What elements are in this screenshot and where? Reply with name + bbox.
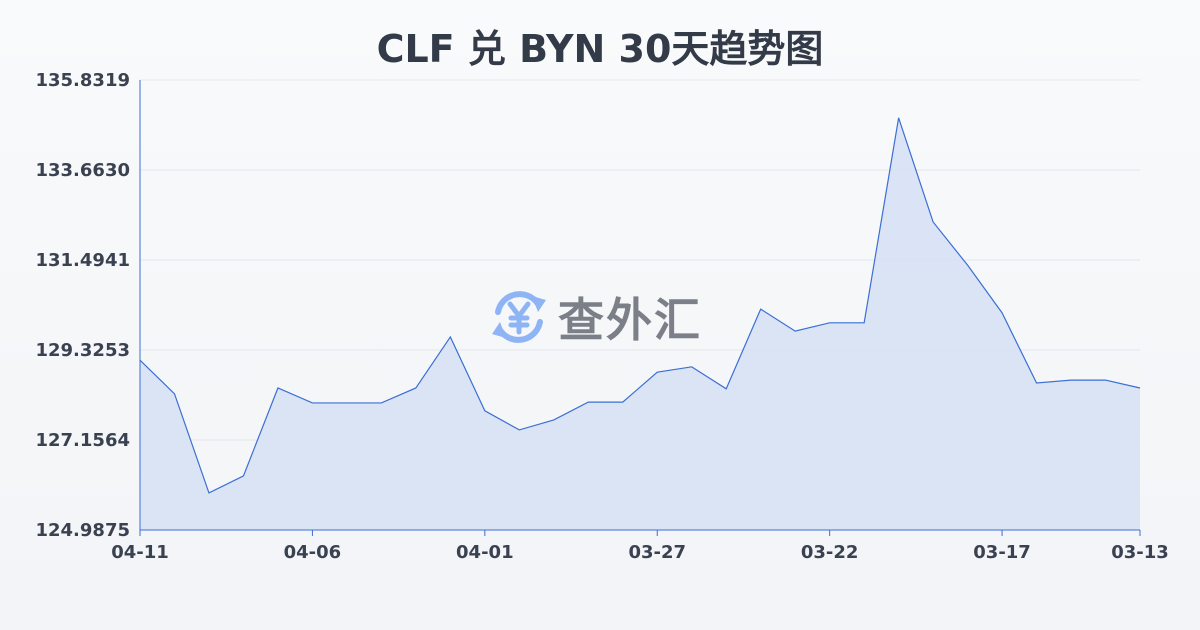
y-tick-label: 131.4941 — [35, 250, 130, 271]
y-tick-label: 127.1564 — [35, 430, 130, 451]
series-line — [139, 117, 1141, 494]
chart-title: CLF 兑 BYN 30天趋势图 — [376, 27, 824, 71]
y-tick-label: 124.9875 — [35, 520, 130, 541]
x-tick-label: 04-06 — [284, 542, 342, 563]
x-tick-label: 03-17 — [973, 542, 1031, 563]
area-fill — [140, 117, 1140, 530]
y-tick-label: 133.6630 — [35, 160, 130, 181]
yen-exchange-icon — [492, 291, 546, 343]
watermark: 查外汇 — [488, 284, 702, 350]
x-tick-label: 04-01 — [456, 542, 514, 563]
x-tick-label: 03-22 — [801, 542, 859, 563]
x-tick-label: 03-13 — [1111, 542, 1169, 563]
y-tick-label: 135.8319 — [35, 70, 130, 91]
y-tick-label: 129.3253 — [35, 340, 130, 361]
x-tick-label: 04-11 — [111, 542, 169, 563]
x-tick-label: 03-27 — [628, 542, 686, 563]
watermark-text: 查外汇 — [558, 293, 702, 347]
